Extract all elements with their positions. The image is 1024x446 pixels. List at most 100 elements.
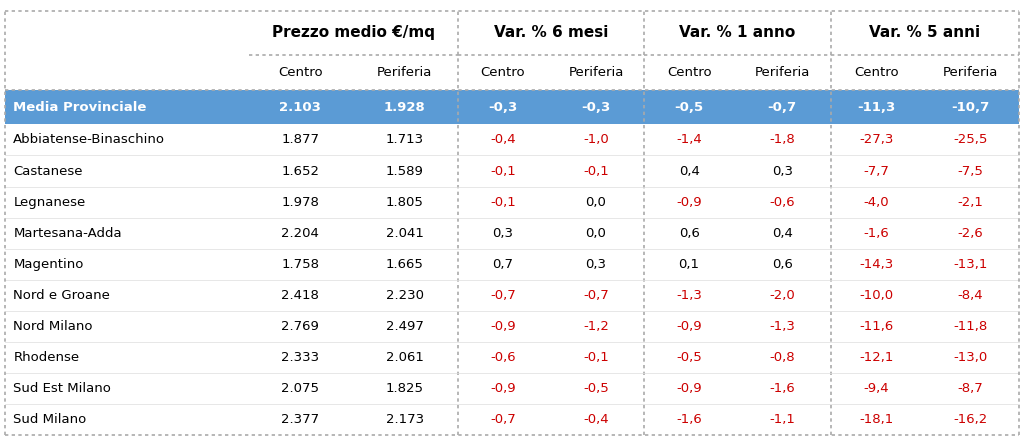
Text: -1,6: -1,6: [769, 382, 795, 395]
Text: -1,3: -1,3: [769, 320, 796, 333]
Text: 2.075: 2.075: [282, 382, 319, 395]
Text: 0,6: 0,6: [772, 258, 793, 271]
Text: Prezzo medio €/mq: Prezzo medio €/mq: [272, 25, 435, 41]
Text: -0,8: -0,8: [769, 351, 795, 364]
Text: -13,1: -13,1: [953, 258, 988, 271]
Text: -0,9: -0,9: [676, 195, 701, 209]
Text: Centro: Centro: [278, 66, 323, 79]
Text: -1,6: -1,6: [676, 413, 702, 426]
Text: Periferia: Periferia: [755, 66, 810, 79]
Text: Centro: Centro: [667, 66, 712, 79]
Text: 2.769: 2.769: [282, 320, 319, 333]
Text: 1.825: 1.825: [386, 382, 424, 395]
Text: -25,5: -25,5: [953, 133, 988, 146]
Text: Periferia: Periferia: [568, 66, 624, 79]
Text: -0,6: -0,6: [490, 351, 516, 364]
Text: Martesana-Adda: Martesana-Adda: [13, 227, 122, 240]
Text: -10,0: -10,0: [859, 289, 894, 301]
Text: Sud Milano: Sud Milano: [13, 413, 87, 426]
Text: 0,4: 0,4: [772, 227, 793, 240]
Text: -0,9: -0,9: [490, 382, 516, 395]
Text: Var. % 5 anni: Var. % 5 anni: [869, 25, 980, 41]
Text: Magentino: Magentino: [13, 258, 84, 271]
Bar: [5, 90, 1019, 124]
Text: 2.230: 2.230: [386, 289, 424, 301]
Text: -0,4: -0,4: [583, 413, 609, 426]
Text: 1.978: 1.978: [282, 195, 319, 209]
Text: 1.589: 1.589: [386, 165, 424, 178]
Text: Periferia: Periferia: [943, 66, 998, 79]
Text: -11,3: -11,3: [857, 101, 896, 114]
Text: -1,8: -1,8: [769, 133, 795, 146]
Text: 0,0: 0,0: [586, 227, 606, 240]
Text: Abbiatense-Binaschino: Abbiatense-Binaschino: [13, 133, 165, 146]
Text: -1,0: -1,0: [583, 133, 609, 146]
Text: 2.041: 2.041: [386, 227, 424, 240]
Text: -0,3: -0,3: [582, 101, 610, 114]
Text: -0,9: -0,9: [490, 320, 516, 333]
Text: 1.665: 1.665: [386, 258, 424, 271]
Text: -12,1: -12,1: [859, 351, 894, 364]
Text: 2.061: 2.061: [386, 351, 424, 364]
Text: -0,3: -0,3: [488, 101, 517, 114]
Text: 2.418: 2.418: [282, 289, 319, 301]
Text: 2.103: 2.103: [280, 101, 322, 114]
Text: -0,7: -0,7: [583, 289, 609, 301]
Text: -0,9: -0,9: [676, 382, 701, 395]
Text: 1.877: 1.877: [282, 133, 319, 146]
Text: -10,7: -10,7: [951, 101, 989, 114]
Text: 2.333: 2.333: [282, 351, 319, 364]
Text: -1,6: -1,6: [863, 227, 889, 240]
Text: Rhodense: Rhodense: [13, 351, 80, 364]
Text: Var. % 1 anno: Var. % 1 anno: [679, 25, 796, 41]
Text: Centro: Centro: [480, 66, 525, 79]
Text: 0,3: 0,3: [772, 165, 793, 178]
Text: -0,1: -0,1: [489, 165, 516, 178]
Text: -7,5: -7,5: [957, 165, 983, 178]
Text: 1.713: 1.713: [386, 133, 424, 146]
Text: 0,4: 0,4: [679, 165, 699, 178]
Text: -9,4: -9,4: [863, 382, 889, 395]
Text: -0,6: -0,6: [769, 195, 795, 209]
Text: Castanese: Castanese: [13, 165, 83, 178]
Text: Nord Milano: Nord Milano: [13, 320, 93, 333]
Text: Sud Est Milano: Sud Est Milano: [13, 382, 112, 395]
Text: -0,1: -0,1: [489, 195, 516, 209]
Text: Nord e Groane: Nord e Groane: [13, 289, 111, 301]
Text: -2,6: -2,6: [957, 227, 983, 240]
Text: -11,6: -11,6: [859, 320, 894, 333]
Text: -0,7: -0,7: [489, 413, 516, 426]
Text: 0,7: 0,7: [493, 258, 513, 271]
Text: 2.173: 2.173: [386, 413, 424, 426]
Text: Var. % 6 mesi: Var. % 6 mesi: [494, 25, 608, 41]
Text: -13,0: -13,0: [953, 351, 988, 364]
Text: -0,7: -0,7: [489, 289, 516, 301]
Text: -1,3: -1,3: [676, 289, 702, 301]
Text: Centro: Centro: [854, 66, 899, 79]
Text: -0,5: -0,5: [675, 101, 703, 114]
Text: Periferia: Periferia: [377, 66, 432, 79]
Text: -1,4: -1,4: [676, 133, 702, 146]
Text: 1.758: 1.758: [282, 258, 319, 271]
Text: 1.928: 1.928: [384, 101, 426, 114]
Text: -8,4: -8,4: [957, 289, 983, 301]
Text: 0,0: 0,0: [586, 195, 606, 209]
Text: -11,8: -11,8: [953, 320, 988, 333]
Text: -0,9: -0,9: [676, 320, 701, 333]
Text: -1,1: -1,1: [769, 413, 796, 426]
Text: -8,7: -8,7: [957, 382, 983, 395]
Text: 2.377: 2.377: [282, 413, 319, 426]
Text: -16,2: -16,2: [953, 413, 988, 426]
Text: 0,6: 0,6: [679, 227, 699, 240]
Text: -0,7: -0,7: [768, 101, 797, 114]
Text: 0,3: 0,3: [493, 227, 513, 240]
Text: -0,1: -0,1: [583, 165, 609, 178]
Text: 1.805: 1.805: [386, 195, 424, 209]
Text: Legnanese: Legnanese: [13, 195, 86, 209]
Text: -0,5: -0,5: [676, 351, 702, 364]
Text: 0,1: 0,1: [679, 258, 699, 271]
Text: 2.497: 2.497: [386, 320, 424, 333]
Text: -2,0: -2,0: [769, 289, 795, 301]
Text: -27,3: -27,3: [859, 133, 894, 146]
Text: -2,1: -2,1: [957, 195, 983, 209]
